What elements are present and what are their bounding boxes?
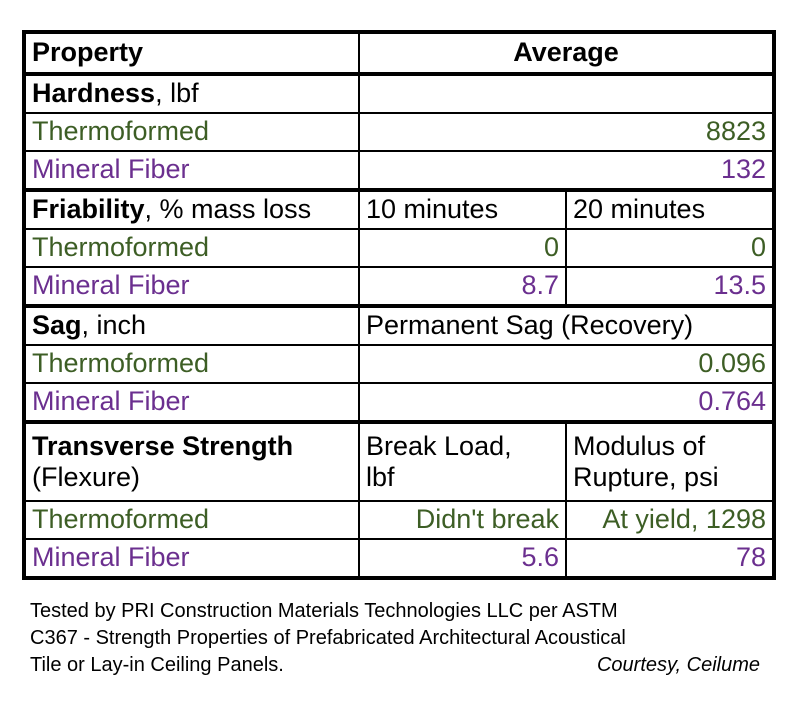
section-label-transverse-strength: Transverse Strength (Flexure)	[22, 420, 360, 502]
value-cell: 8823	[358, 112, 776, 152]
empty-cell	[358, 72, 776, 114]
value-cell: 5.6	[358, 538, 567, 580]
section-hardness: Hardness, lbf	[22, 72, 776, 114]
value-cell: 0	[358, 228, 567, 268]
table-row: Mineral Fiber 5.6 78	[22, 538, 776, 580]
column-label-line: Modulus of	[573, 430, 706, 461]
section-label-unit: , % mass loss	[144, 194, 312, 225]
row-label-mineral-fiber: Mineral Fiber	[22, 150, 360, 191]
section-label-unit: , lbf	[155, 78, 199, 109]
footnote-line: Tested by PRI Construction Materials Tec…	[30, 600, 618, 622]
column-label-20-minutes: 20 minutes	[565, 188, 776, 230]
value-cell: 78	[565, 538, 776, 580]
column-label-modulus-of-rupture: Modulus of Rupture, psi	[565, 420, 776, 502]
properties-table: Property Average Hardness, lbf Thermofor…	[22, 30, 776, 580]
section-label-unit: (Flexure)	[32, 462, 141, 492]
section-label-bold: Hardness	[32, 78, 156, 109]
value-cell: 0.096	[358, 344, 776, 384]
column-label-10-minutes: 10 minutes	[358, 188, 567, 230]
credit-text: Courtesy, Ceilume	[596, 654, 760, 676]
row-label-mineral-fiber: Mineral Fiber	[22, 538, 360, 580]
section-label-bold: Friability	[32, 194, 145, 225]
column-label-line: Rupture, psi	[573, 462, 719, 492]
table-row: Mineral Fiber 132	[22, 150, 776, 191]
section-transverse-strength: Transverse Strength (Flexure) Break Load,…	[22, 420, 776, 502]
column-label-permanent-sag: Permanent Sag (Recovery)	[358, 304, 776, 346]
value-cell: 13.5	[565, 266, 776, 307]
table-header-row: Property Average	[22, 30, 776, 75]
value-cell: At yield, 1298	[565, 500, 776, 540]
column-label-line: lbf	[366, 462, 395, 492]
row-label-thermoformed: Thermoformed	[22, 344, 360, 384]
column-label-break-load: Break Load, lbf	[358, 420, 567, 502]
section-label-bold: Sag	[32, 310, 82, 341]
section-sag: Sag, inch Permanent Sag (Recovery)	[22, 304, 776, 346]
section-label-unit: , inch	[81, 310, 147, 341]
column-label-line: Break Load,	[366, 430, 512, 461]
section-label-hardness: Hardness, lbf	[22, 72, 360, 114]
section-label-sag: Sag, inch	[22, 304, 360, 346]
table-row: Mineral Fiber 0.764	[22, 382, 776, 423]
table-row: Mineral Fiber 8.7 13.5	[22, 266, 776, 307]
table-row: Thermoformed Didn't break At yield, 1298	[22, 500, 776, 540]
footnote-line: C367 - Strength Properties of Prefabrica…	[30, 627, 626, 649]
row-label-thermoformed: Thermoformed	[22, 112, 360, 152]
header-property: Property	[22, 30, 360, 75]
footnote-line: Tile or Lay-in Ceiling Panels.	[30, 654, 284, 676]
row-label-thermoformed: Thermoformed	[22, 228, 360, 268]
row-label-mineral-fiber: Mineral Fiber	[22, 266, 360, 307]
row-label-thermoformed: Thermoformed	[22, 500, 360, 540]
row-label-mineral-fiber: Mineral Fiber	[22, 382, 360, 423]
value-cell: 132	[358, 150, 776, 191]
header-average: Average	[358, 30, 776, 75]
footnote: Tested by PRI Construction Materials Tec…	[30, 598, 770, 679]
table-row: Thermoformed 0 0	[22, 228, 776, 268]
value-cell: 0	[565, 228, 776, 268]
value-cell: 8.7	[358, 266, 567, 307]
value-cell: Didn't break	[358, 500, 567, 540]
table-row: Thermoformed 8823	[22, 112, 776, 152]
table-row: Thermoformed 0.096	[22, 344, 776, 384]
section-label-friability: Friability, % mass loss	[22, 188, 360, 230]
section-label-bold: Transverse Strength	[32, 430, 294, 461]
value-cell: 0.764	[358, 382, 776, 423]
section-friability: Friability, % mass loss 10 minutes 20 mi…	[22, 188, 776, 230]
